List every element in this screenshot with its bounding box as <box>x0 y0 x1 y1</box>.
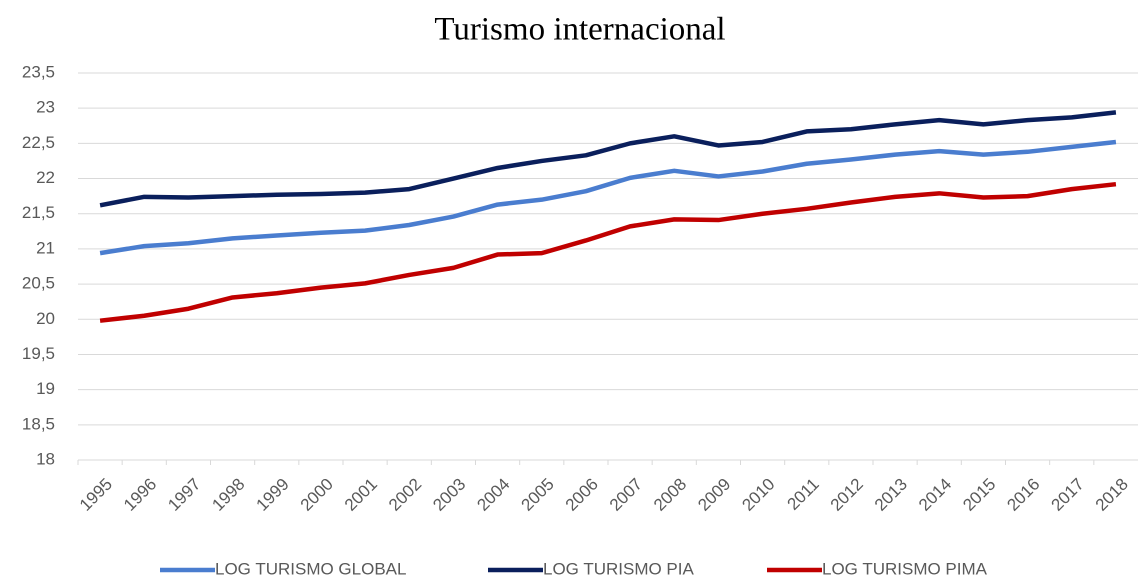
x-tick-label: 2005 <box>518 475 558 515</box>
x-tick-label: 2008 <box>650 475 690 515</box>
x-tick-label: 2017 <box>1048 475 1088 515</box>
x-tick-label: 2004 <box>473 475 513 515</box>
y-tick-label: 20,5 <box>22 274 55 293</box>
x-tick-label: 2014 <box>915 475 955 515</box>
x-tick-label: 2007 <box>606 475 646 515</box>
series-line <box>99 181 1117 323</box>
y-tick-label: 23,5 <box>22 62 55 81</box>
x-tick-label: 1995 <box>76 475 116 515</box>
x-tick-label: 2012 <box>827 475 867 515</box>
legend-label: LOG TURISMO PIMA <box>822 559 988 578</box>
y-tick-label: 21,5 <box>22 203 55 222</box>
y-tick-label: 21 <box>36 238 55 257</box>
y-tick-label: 19,5 <box>22 344 55 363</box>
y-tick-label: 20 <box>36 309 55 328</box>
series-line <box>99 110 1117 208</box>
x-tick-label: 2006 <box>562 475 602 515</box>
x-tick-label: 2001 <box>341 475 381 515</box>
x-tick-label: 2010 <box>738 475 778 515</box>
chart-title: Turismo internacional <box>434 12 725 48</box>
x-tick-label: 1998 <box>208 475 248 515</box>
x-tick-label: 2009 <box>694 475 734 515</box>
x-tick-label: 1996 <box>120 475 160 515</box>
x-tick-label: 2003 <box>429 475 469 515</box>
series-line <box>99 139 1117 256</box>
x-tick-label: 2013 <box>871 475 911 515</box>
y-tick-label: 23 <box>36 98 55 117</box>
y-tick-label: 18 <box>36 449 55 468</box>
y-tick-label: 22 <box>36 168 55 187</box>
x-tick-label: 1999 <box>253 475 293 515</box>
y-tick-label: 19 <box>36 379 55 398</box>
x-tick-label: 2018 <box>1092 475 1132 515</box>
x-tick-label: 2002 <box>385 475 425 515</box>
x-tick-label: 2015 <box>959 475 999 515</box>
y-tick-label: 18,5 <box>22 414 55 433</box>
y-tick-label: 22,5 <box>22 133 55 152</box>
x-tick-label: 1997 <box>164 475 204 515</box>
x-tick-label: 2000 <box>297 475 337 515</box>
x-tick-label: 2016 <box>1003 475 1043 515</box>
legend-label: LOG TURISMO GLOBAL <box>215 559 406 578</box>
x-tick-label: 2011 <box>783 475 822 514</box>
legend-label: LOG TURISMO PIA <box>543 559 694 578</box>
